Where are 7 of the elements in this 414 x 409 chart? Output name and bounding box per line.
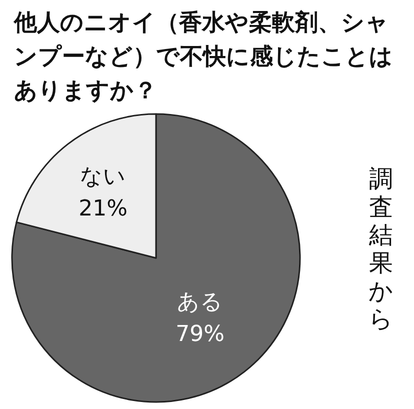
slice-label: ない [80, 164, 126, 190]
data-label: 21% [78, 196, 128, 222]
slice-label: ある [177, 290, 224, 315]
text: 調査結果から [368, 165, 394, 333]
chart-title: 他人のニオイ（香水や柔軟剤、シャンプーなど）で不快に感じたことはありますか？ [14, 9, 394, 106]
pie-slice [11, 113, 301, 403]
data-label: 79% [176, 322, 225, 347]
